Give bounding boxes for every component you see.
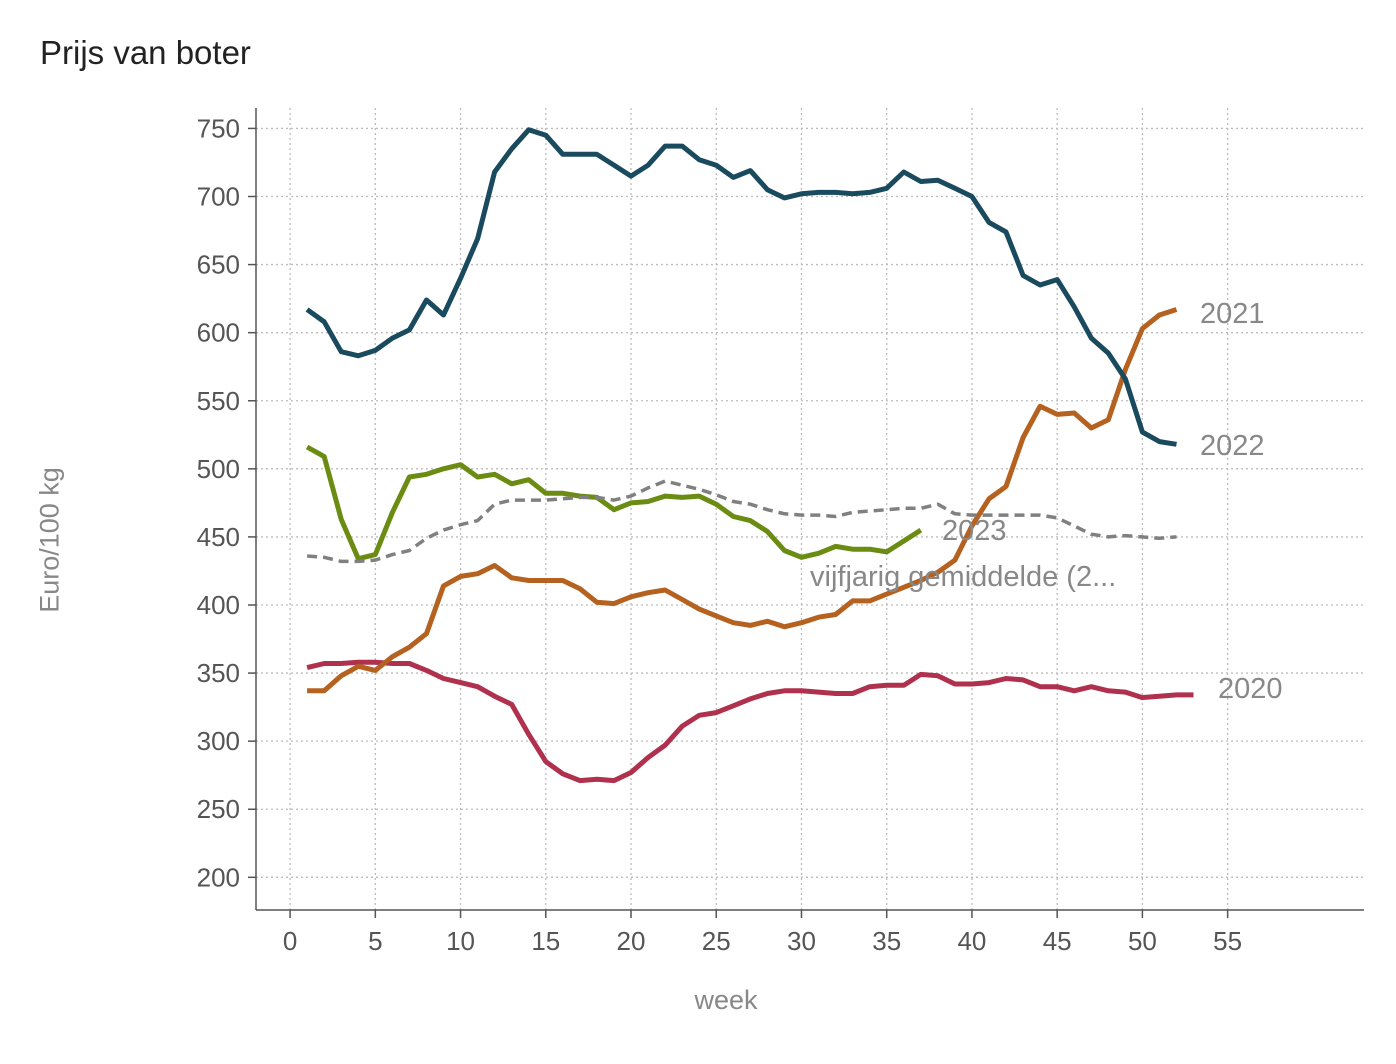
x-tick-label: 50 bbox=[1128, 926, 1157, 956]
series-line-2023 bbox=[305, 444, 923, 562]
x-tick-label: 20 bbox=[617, 926, 646, 956]
x-tick-labels: 0 5 10 15 20 25 30 35 40 45 50 55 bbox=[283, 926, 1242, 956]
y-tick-labels: 200 250 300 350 400 450 500 550 600 650 700 750 bbox=[197, 113, 240, 892]
series-label-2020: 2020 bbox=[1218, 673, 1283, 705]
series-line-2022 bbox=[305, 127, 1177, 447]
y-tick-label: 700 bbox=[197, 182, 240, 212]
series-label-2022: 2022 bbox=[1200, 430, 1265, 462]
x-tick-label: 40 bbox=[957, 926, 986, 956]
y-tick-label: 650 bbox=[197, 250, 240, 280]
series-line-2020 bbox=[306, 659, 1194, 784]
x-tick-label: 25 bbox=[702, 926, 731, 956]
y-tick-label: 400 bbox=[197, 590, 240, 620]
y-tick-label: 300 bbox=[197, 726, 240, 756]
x-tick-label: 15 bbox=[531, 926, 560, 956]
x-tick-label: 30 bbox=[787, 926, 816, 956]
series-label-2023: 2023 bbox=[942, 515, 1007, 547]
y-tick-label: 450 bbox=[197, 522, 240, 552]
y-tick-label: 350 bbox=[197, 658, 240, 688]
axes bbox=[248, 108, 1364, 918]
x-tick-label: 10 bbox=[446, 926, 475, 956]
y-tick-label: 600 bbox=[197, 318, 240, 348]
y-tick-label: 250 bbox=[197, 794, 240, 824]
series-label-five-year-average: vijfjarig gemiddelde (2... bbox=[810, 561, 1116, 593]
x-tick-label: 45 bbox=[1043, 926, 1072, 956]
series-line-2021 bbox=[307, 307, 1178, 694]
chart-title: Prijs van boter bbox=[40, 34, 251, 71]
series-lines bbox=[305, 127, 1194, 784]
series-label-2021: 2021 bbox=[1200, 298, 1265, 330]
x-tick-label: 5 bbox=[368, 926, 382, 956]
x-tick-label: 35 bbox=[872, 926, 901, 956]
x-tick-label: 0 bbox=[283, 926, 297, 956]
series-line-five-year-average bbox=[306, 479, 1177, 564]
x-axis-title: week bbox=[694, 985, 758, 1015]
y-tick-label: 200 bbox=[197, 862, 240, 892]
y-tick-label: 750 bbox=[197, 113, 240, 143]
y-tick-label: 500 bbox=[197, 454, 240, 484]
y-tick-label: 550 bbox=[197, 386, 240, 416]
x-tick-label: 55 bbox=[1213, 926, 1242, 956]
series-labels: 2021 2022 2023 vijfjarig gemiddelde (2..… bbox=[810, 298, 1283, 705]
grid-lines bbox=[256, 108, 1364, 910]
